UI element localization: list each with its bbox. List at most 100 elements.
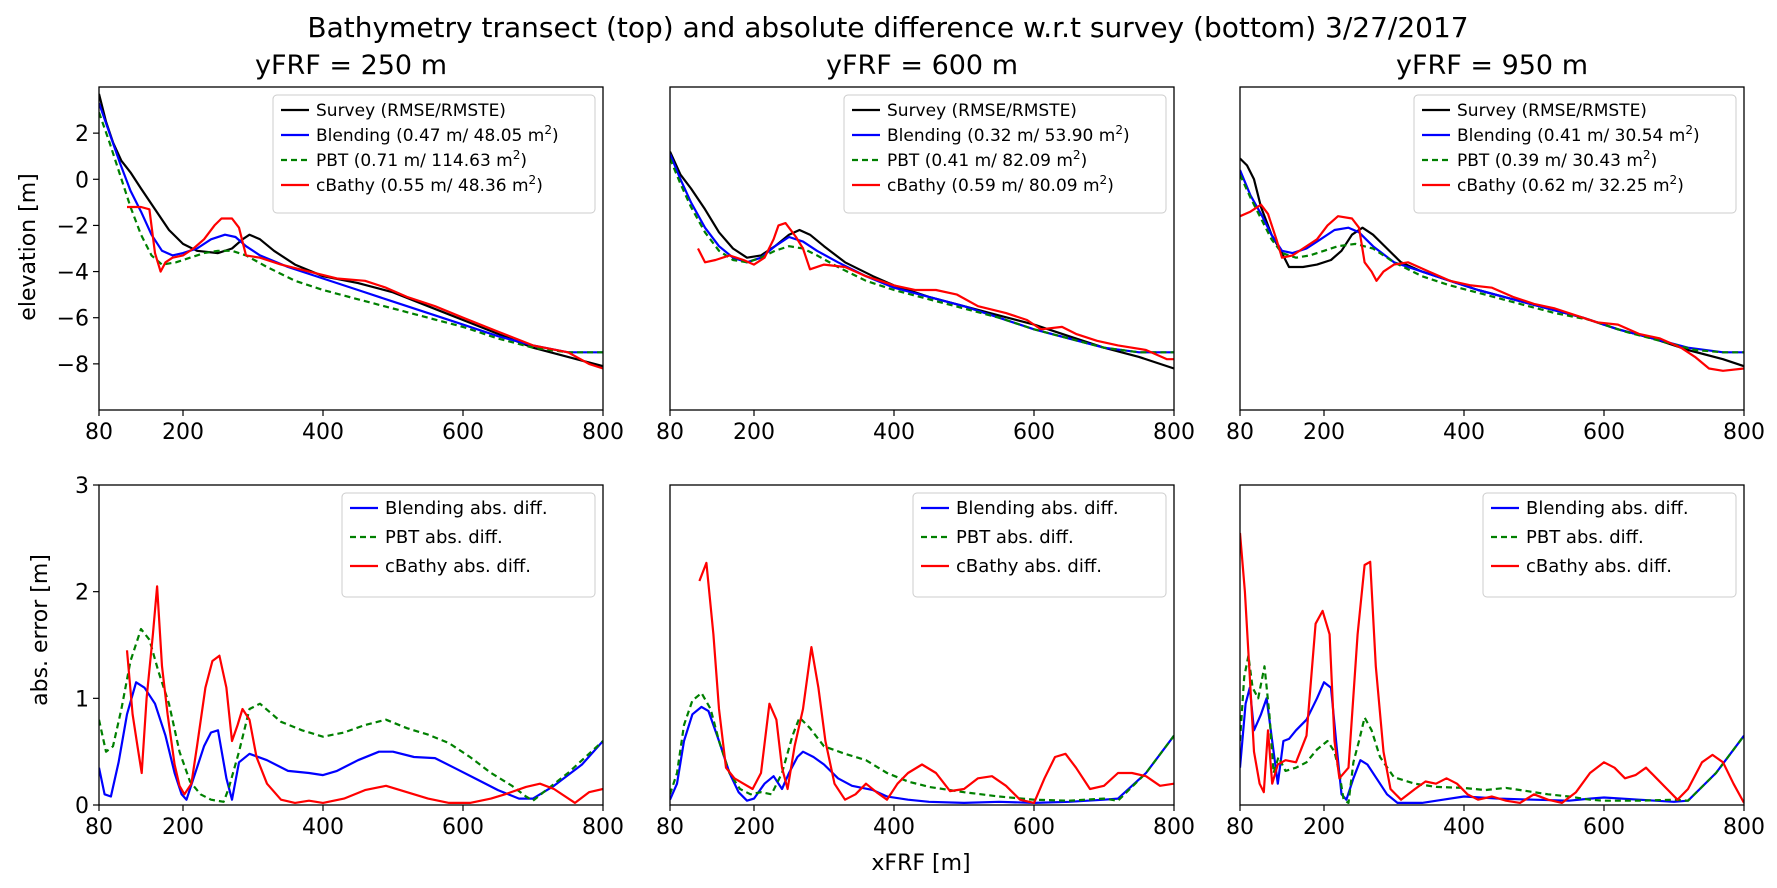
series-line-pbt	[670, 158, 1174, 354]
panel-top-2: yFRF = 600 m 80 200 400 600 800 Survey (RMSE/R…	[656, 50, 1195, 445]
legend-suffix: )	[1081, 151, 1088, 171]
series-line-cbathy-abs-diff	[125, 585, 603, 804]
x-tick-label: 200	[733, 815, 775, 840]
legend-suffix: )	[536, 176, 543, 196]
x-tick-label: 80	[85, 420, 113, 445]
legend-entry-label: PBT (0.71 m/ 114.63 m2)	[316, 148, 527, 171]
legend-suffix: )	[1107, 176, 1114, 196]
x-tick-label: 200	[1303, 815, 1345, 840]
x-tick-label: 80	[85, 815, 113, 840]
series-line-pbt-abs-diff	[1240, 654, 1744, 804]
y-tick-label: 0	[75, 168, 89, 193]
series-line-pbt	[99, 112, 603, 354]
x-tick-label: 80	[1226, 815, 1254, 840]
legend-superscript: 2	[1685, 123, 1693, 137]
x-tick-label: 200	[733, 420, 775, 445]
x-tick-label: 80	[1226, 420, 1254, 445]
legend-suffix: )	[520, 151, 527, 171]
legend-entry-label: PBT (0.39 m/ 30.43 m2)	[1457, 148, 1657, 171]
x-tick-label: 200	[162, 420, 204, 445]
series-line-cbathy	[127, 205, 603, 370]
legend-box	[843, 94, 1167, 214]
series-group	[1240, 532, 1744, 804]
legend-entry-label: Blending (0.41 m/ 30.54 m2)	[1457, 123, 1700, 146]
xlabel: xFRF [m]	[871, 851, 970, 876]
plot-frame	[1239, 86, 1745, 411]
legend-superscript: 2	[1670, 173, 1678, 187]
panel-title: yFRF = 600 m	[826, 50, 1018, 81]
y-tick-label: −2	[57, 214, 89, 239]
series-group	[99, 585, 603, 804]
legend-entry-label: PBT abs. diff.	[956, 527, 1074, 548]
legend-entry-label: Blending (0.47 m/ 48.05 m2)	[316, 123, 559, 146]
top-ylabel: elevation [m]	[16, 173, 41, 320]
legend-entry-label: cBathy abs. diff.	[956, 556, 1102, 577]
legend-suffix: )	[1677, 176, 1684, 196]
legend-entry-label: cBathy abs. diff.	[1526, 556, 1672, 577]
series-line-pbt-abs-diff	[670, 691, 1174, 802]
x-tick-label: 400	[1443, 815, 1485, 840]
x-tick-label: 80	[656, 420, 684, 445]
legend-superscript: 2	[1073, 148, 1081, 162]
x-tick-label: 80	[656, 815, 684, 840]
y-tick-label: −8	[57, 353, 89, 378]
x-tick-label: 600	[1013, 815, 1055, 840]
legend-suffix: )	[1651, 151, 1658, 171]
legend: Survey (RMSE/RMSTE)Blending (0.47 m/ 48.…	[272, 94, 596, 214]
plot-frame	[98, 484, 604, 806]
legend-suffix: )	[552, 126, 559, 146]
series-line-pbt-abs-diff	[99, 627, 603, 803]
x-tick-label: 600	[1583, 815, 1625, 840]
legend-entry-label: Blending abs. diff.	[1526, 498, 1689, 519]
series-group	[1240, 157, 1744, 372]
legend-suffix: )	[1693, 126, 1700, 146]
legend-entry-label: Survey (RMSE/RMSTE)	[1457, 101, 1647, 121]
legend-superscript: 2	[1100, 173, 1108, 187]
series-line-survey	[99, 93, 603, 368]
series-group	[670, 561, 1174, 804]
series-line-cbathy-abs-diff	[1240, 532, 1744, 804]
plot-frame	[1239, 484, 1745, 806]
legend-box	[272, 94, 596, 214]
panel-title: yFRF = 250 m	[255, 50, 447, 81]
legend-superscript: 2	[529, 173, 537, 187]
panel-bottom-3: 80 200 400 600 800 Blending abs. diff. PBT abs…	[1226, 484, 1765, 840]
series-group	[670, 151, 1174, 370]
legend: Blending abs. diff. PBT abs. diff. cBathy …	[912, 492, 1167, 598]
x-tick-label: 600	[442, 420, 484, 445]
legend-box	[1482, 492, 1737, 598]
series-line-survey	[670, 151, 1174, 370]
y-tick-label: 3	[75, 474, 89, 499]
x-tick-label: 400	[1443, 420, 1485, 445]
x-tick-label: 400	[302, 420, 344, 445]
x-tick-label: 200	[162, 815, 204, 840]
series-line-blending-abs-diff	[670, 705, 1174, 804]
legend-entry-label: cBathy (0.62 m/ 32.25 m2)	[1457, 173, 1684, 196]
legend-entry-label: Blending (0.32 m/ 53.90 m2)	[887, 123, 1130, 146]
x-tick-label: 800	[1723, 420, 1765, 445]
panel-top-1: yFRF = 250 m 80 200 400 600 800 2 0 −2 −4 −6 −8 Surv…	[57, 50, 624, 445]
x-tick-label: 800	[1723, 815, 1765, 840]
y-tick-label: −6	[57, 307, 89, 332]
x-tick-label: 400	[873, 815, 915, 840]
legend-suffix: )	[1123, 126, 1130, 146]
legend-entry-label: Blending abs. diff.	[385, 498, 548, 519]
x-tick-label: 800	[582, 815, 624, 840]
legend-superscript: 2	[1643, 148, 1651, 162]
series-line-cbathy	[697, 222, 1174, 361]
legend-box	[341, 492, 596, 598]
series-line-cbathy	[1240, 203, 1744, 372]
x-tick-label: 600	[1583, 420, 1625, 445]
legend: Survey (RMSE/RMSTE)Blending (0.41 m/ 30.…	[1413, 94, 1737, 214]
figure-suptitle: Bathymetry transect (top) and absolute d…	[307, 11, 1468, 44]
panel-title: yFRF = 950 m	[1396, 50, 1588, 81]
series-line-cbathy-abs-diff	[698, 561, 1174, 804]
legend-entry-label: cBathy (0.55 m/ 48.36 m2)	[316, 173, 543, 196]
legend-entry-label: Blending abs. diff.	[956, 498, 1119, 519]
panel-top-3: yFRF = 950 m 80 200 400 600 800 Survey (RMSE/R…	[1226, 50, 1765, 445]
series-line-blending-abs-diff	[99, 681, 603, 801]
y-tick-label: 1	[75, 687, 89, 712]
y-tick-label: 0	[75, 794, 89, 819]
legend-entry-label: Survey (RMSE/RMSTE)	[887, 101, 1077, 121]
